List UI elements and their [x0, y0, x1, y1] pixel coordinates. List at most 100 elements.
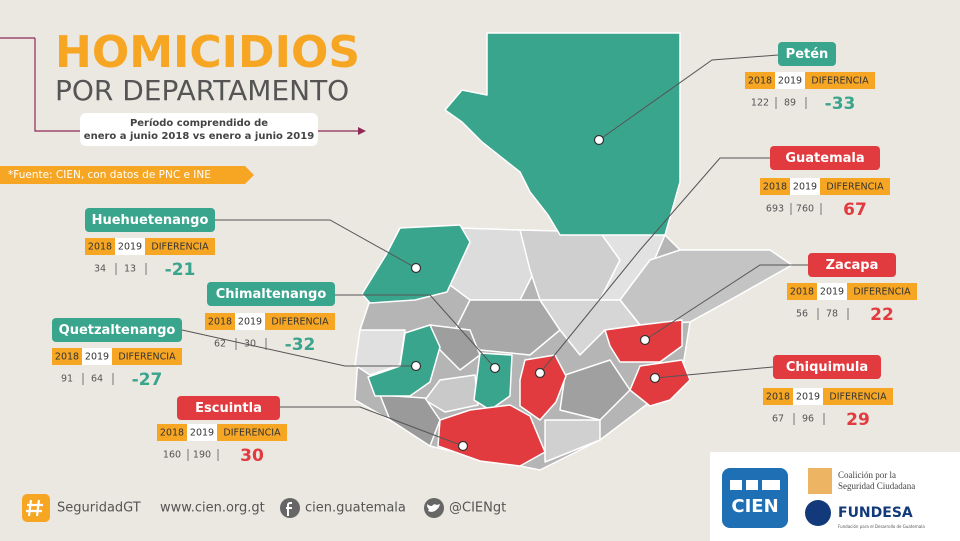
header-cell: [823, 388, 893, 405]
header-cell: [205, 313, 235, 330]
department-name: Petén: [786, 47, 829, 62]
source: *Fuente: CIEN, con datos de PNC e INE: [8, 169, 211, 181]
header-cell: [775, 72, 805, 89]
header-label: DIFERENCIA: [223, 428, 281, 439]
coalition-line: Seguridad Ciudadana: [838, 481, 915, 491]
header-label: 2019: [85, 352, 109, 363]
leader-line: [280, 406, 464, 447]
difference-value: 22: [870, 305, 894, 325]
value-2018: 160: [163, 450, 181, 461]
location-dot: [410, 360, 422, 372]
header-cell: [760, 178, 790, 195]
header-label: DIFERENCIA: [811, 76, 869, 87]
header-cell: [790, 178, 820, 195]
header-label: 2018: [55, 352, 79, 363]
department-tag: [85, 208, 215, 232]
location-dot: [457, 440, 469, 452]
header-cell: [157, 424, 187, 441]
leader-line: [644, 264, 808, 341]
header-label: 2019: [820, 287, 844, 298]
value-2018: 62: [214, 339, 226, 350]
value-2019: 96: [802, 414, 814, 425]
value-2019: 13: [124, 264, 136, 275]
value-2018: 91: [61, 374, 73, 385]
difference-value: -27: [132, 370, 163, 390]
location-dot: [593, 134, 605, 146]
department-tag: [207, 282, 335, 306]
value-2019: 78: [826, 309, 838, 320]
website: www.cien.org.gt: [160, 501, 265, 516]
header-label: 2018: [763, 182, 787, 193]
department-tag: [778, 42, 836, 66]
header-label: 2019: [778, 76, 802, 87]
department-name: Chiquimula: [786, 360, 868, 375]
cien-logo-block: [746, 480, 758, 490]
header-label: 2018: [88, 242, 112, 253]
value-2019: 30: [244, 339, 256, 350]
value-2019: 190: [193, 450, 211, 461]
difference-value: -21: [165, 260, 196, 280]
header-cell: [85, 238, 115, 255]
header-cell: [847, 283, 917, 300]
header-cell: [145, 238, 215, 255]
header-label: 2019: [238, 317, 262, 328]
header-cell: [115, 238, 145, 255]
value-2018: 56: [796, 309, 808, 320]
map: [354, 32, 793, 471]
department-tag: [773, 355, 881, 379]
header-cell: [52, 348, 82, 365]
title: HOMICIDIOS: [55, 27, 360, 78]
subtitle: POR DEPARTAMENTO: [55, 74, 349, 107]
leader-line: [598, 54, 779, 141]
header-cell: [745, 72, 775, 89]
header-label: 2018: [160, 428, 184, 439]
header-cell: [820, 178, 890, 195]
location-dot: [639, 334, 651, 346]
value-2018: 693: [766, 204, 784, 215]
difference-value: 30: [240, 446, 264, 466]
hashtag-icon: [22, 494, 50, 522]
header-label: DIFERENCIA: [151, 242, 209, 253]
department-name: Zacapa: [826, 258, 879, 273]
leader-line: [654, 366, 774, 379]
header-cell: [265, 313, 335, 330]
twitter-bird: [427, 504, 440, 512]
location-dot: [649, 372, 661, 384]
header-label: 2018: [208, 317, 232, 328]
header-label: DIFERENCIA: [853, 287, 911, 298]
fundesa-logo: [805, 500, 831, 526]
header-label: DIFERENCIA: [271, 317, 329, 328]
header-label: 2019: [796, 392, 820, 403]
header-cell: [217, 424, 287, 441]
header-cell: [793, 388, 823, 405]
header-label: DIFERENCIA: [118, 352, 176, 363]
coalition-line: Coalición por la: [838, 470, 896, 480]
leader-line: [215, 219, 417, 269]
difference-value: 67: [843, 200, 867, 220]
source-box: [0, 166, 254, 184]
header-cell: [787, 283, 817, 300]
value-2018: 122: [751, 98, 769, 109]
header-cell: [82, 348, 112, 365]
header-label: DIFERENCIA: [829, 392, 887, 403]
header-label: 2019: [793, 182, 817, 193]
header-label: DIFERENCIA: [826, 182, 884, 193]
hash-symbol: [26, 499, 43, 517]
header-label: 2019: [190, 428, 214, 439]
header-label: 2018: [790, 287, 814, 298]
value-2019: 64: [91, 374, 103, 385]
facebook: cien.guatemala: [305, 501, 406, 516]
location-dot: [410, 262, 422, 274]
department-name: Guatemala: [785, 151, 864, 166]
department-tag: [808, 253, 896, 277]
fundesa: FUNDESA: [838, 505, 913, 521]
location-dot: [489, 362, 501, 374]
header-cell: [817, 283, 847, 300]
header-cell: [112, 348, 182, 365]
fundesa-tagline: Fundación para el Desarrollo de Guatemal…: [838, 524, 925, 529]
department-name: Quetzaltenango: [59, 323, 176, 338]
header-cell: [235, 313, 265, 330]
leader-line: [181, 329, 416, 367]
value-2018: 67: [772, 414, 784, 425]
